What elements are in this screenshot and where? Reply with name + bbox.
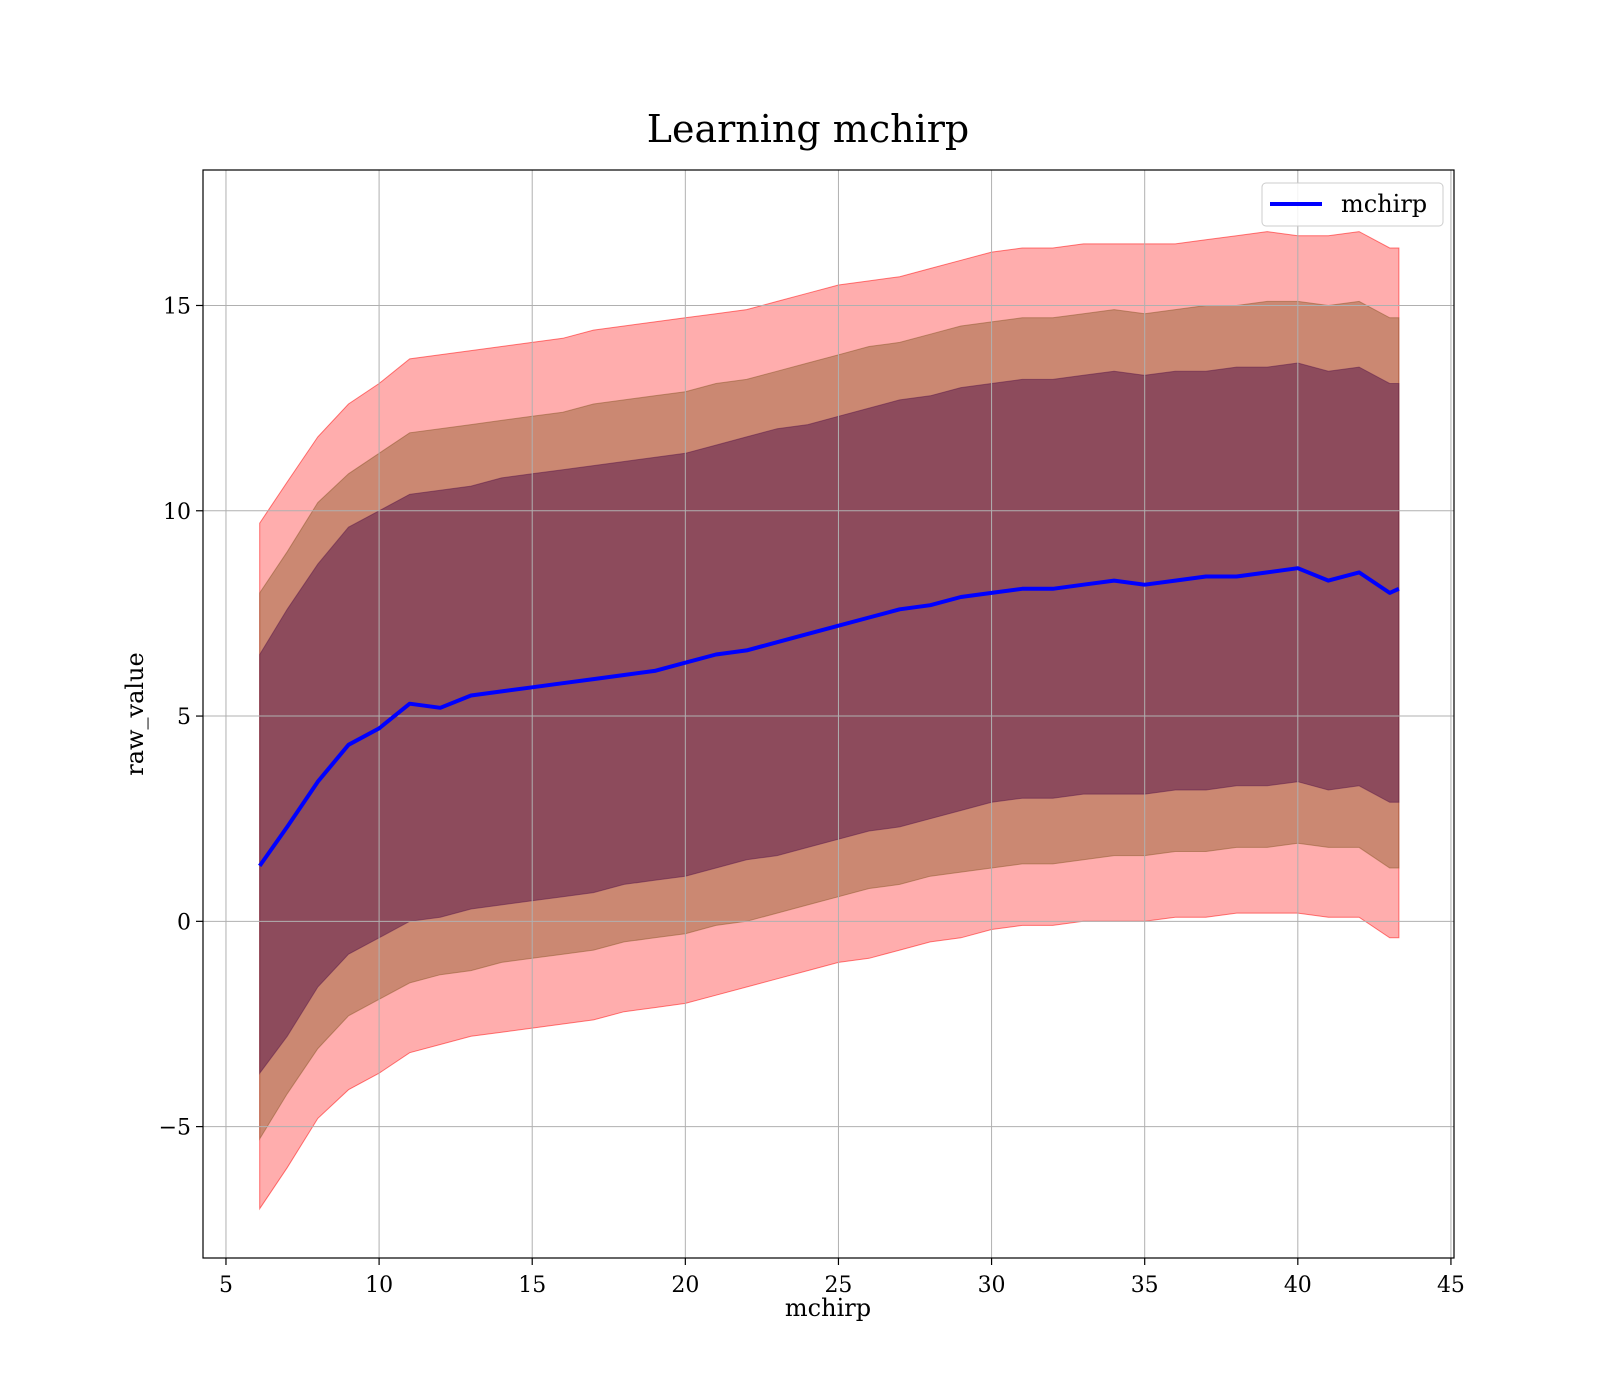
x-tick-label: 45 <box>1437 1273 1465 1298</box>
series-line-0 <box>258 566 1400 868</box>
x-tick-label: 5 <box>219 1273 233 1298</box>
x-tick-label: 30 <box>978 1273 1006 1298</box>
grid-lines <box>203 170 1454 1258</box>
y-tick-label: 5 <box>177 705 191 730</box>
x-tick-label: 15 <box>518 1273 546 1298</box>
y-axis-ticks: −5 0 5 10 15 <box>159 294 203 1141</box>
plot-area <box>202 169 1455 1259</box>
x-tick-label: 35 <box>1131 1273 1159 1298</box>
x-axis-ticks: 5 10 15 20 25 30 35 40 45 <box>219 1258 1465 1298</box>
legend-box <box>1261 182 1444 227</box>
legend: mchirp <box>1261 182 1444 227</box>
x-axis-label: mchirp <box>785 1294 871 1322</box>
x-tick-label: 40 <box>1284 1273 1312 1298</box>
series-lines <box>258 566 1400 868</box>
y-tick-label: 10 <box>163 500 191 525</box>
x-tick-label: 25 <box>824 1273 852 1298</box>
y-tick-label: 15 <box>163 294 191 319</box>
x-tick-label: 10 <box>365 1273 393 1298</box>
plot-frame <box>202 169 1455 1259</box>
x-tick-label: 20 <box>671 1273 699 1298</box>
band-inner <box>259 362 1400 1075</box>
y-tick-label: 0 <box>177 910 191 935</box>
legend-label: mchirp <box>1341 190 1427 218</box>
chart-title: Learning mchirp <box>647 107 969 151</box>
confidence-bands <box>259 231 1400 1211</box>
y-tick-label: −5 <box>159 1116 191 1141</box>
y-axis-label: raw_value <box>121 652 149 776</box>
